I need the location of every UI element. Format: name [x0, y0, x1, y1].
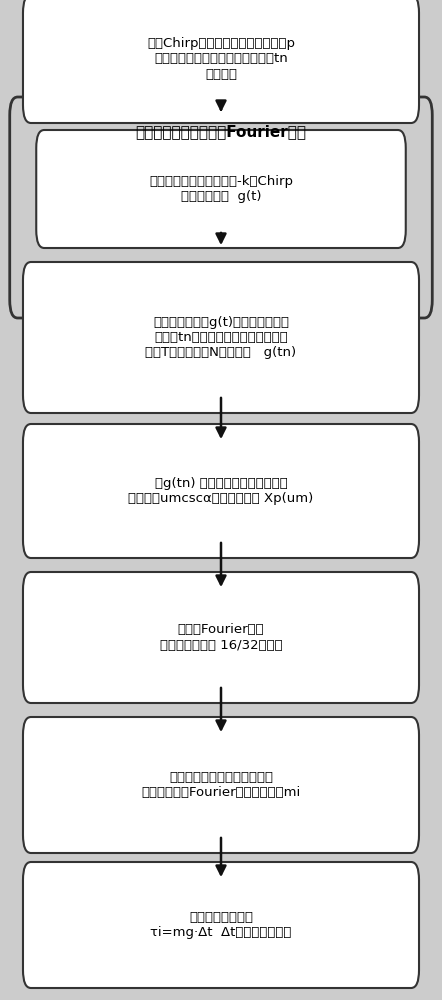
Text: 对积累后的信号进行峰值搜索: 对积累后的信号进行峰值搜索	[169, 771, 273, 784]
FancyBboxPatch shape	[23, 424, 419, 558]
FancyBboxPatch shape	[23, 717, 419, 853]
FancyBboxPatch shape	[23, 0, 419, 123]
FancyBboxPatch shape	[23, 862, 419, 988]
Text: 并记录分数阶Fourier域下对应位置mi: 并记录分数阶Fourier域下对应位置mi	[141, 786, 301, 799]
Text: 对调制后的信号g(t)以预先存储时间: 对调制后的信号g(t)以预先存储时间	[153, 316, 289, 329]
Text: 对g(tn) 非均匀采样离散傅里叶变: 对g(tn) 非均匀采样离散傅里叶变	[155, 477, 287, 490]
Text: 对接收信号采用调频率为-k的Chirp: 对接收信号采用调频率为-k的Chirp	[149, 175, 293, 188]
FancyBboxPatch shape	[23, 262, 419, 413]
Text: 时间T得到长度为N采样序列   g(tn): 时间T得到长度为N采样序列 g(tn)	[145, 346, 297, 359]
Text: 数据存储: 数据存储	[205, 68, 237, 81]
Text: 非均匀采样离散分数阶Fourier变换: 非均匀采样离散分数阶Fourier变换	[136, 124, 306, 139]
Text: 计算脉冲时间延迟: 计算脉冲时间延迟	[189, 911, 253, 924]
Text: τi=mg·Δt  Δt为平均采样间隔: τi=mg·Δt Δt为平均采样间隔	[150, 926, 292, 939]
Text: 分数阶Fourier域下: 分数阶Fourier域下	[178, 623, 264, 636]
FancyBboxPatch shape	[10, 97, 432, 318]
Text: 换，再做umcscα的尺度变换得 Xp(um): 换，再做umcscα的尺度变换得 Xp(um)	[128, 492, 314, 505]
Text: 和非均匀采样产生随机采样时间点tn: 和非均匀采样产生随机采样时间点tn	[154, 52, 288, 65]
Text: 信号进行调制  g(t): 信号进行调制 g(t)	[181, 190, 261, 203]
FancyBboxPatch shape	[36, 130, 406, 248]
FancyBboxPatch shape	[23, 572, 419, 703]
Text: 发射Chirp脉冲信号的匹配变换阶次p: 发射Chirp脉冲信号的匹配变换阶次p	[147, 37, 295, 50]
Text: 采样点tn进行时域采样，由脉冲重复: 采样点tn进行时域采样，由脉冲重复	[154, 331, 288, 344]
Text: 进行非相参积累 16/32个周期: 进行非相参积累 16/32个周期	[160, 639, 282, 652]
